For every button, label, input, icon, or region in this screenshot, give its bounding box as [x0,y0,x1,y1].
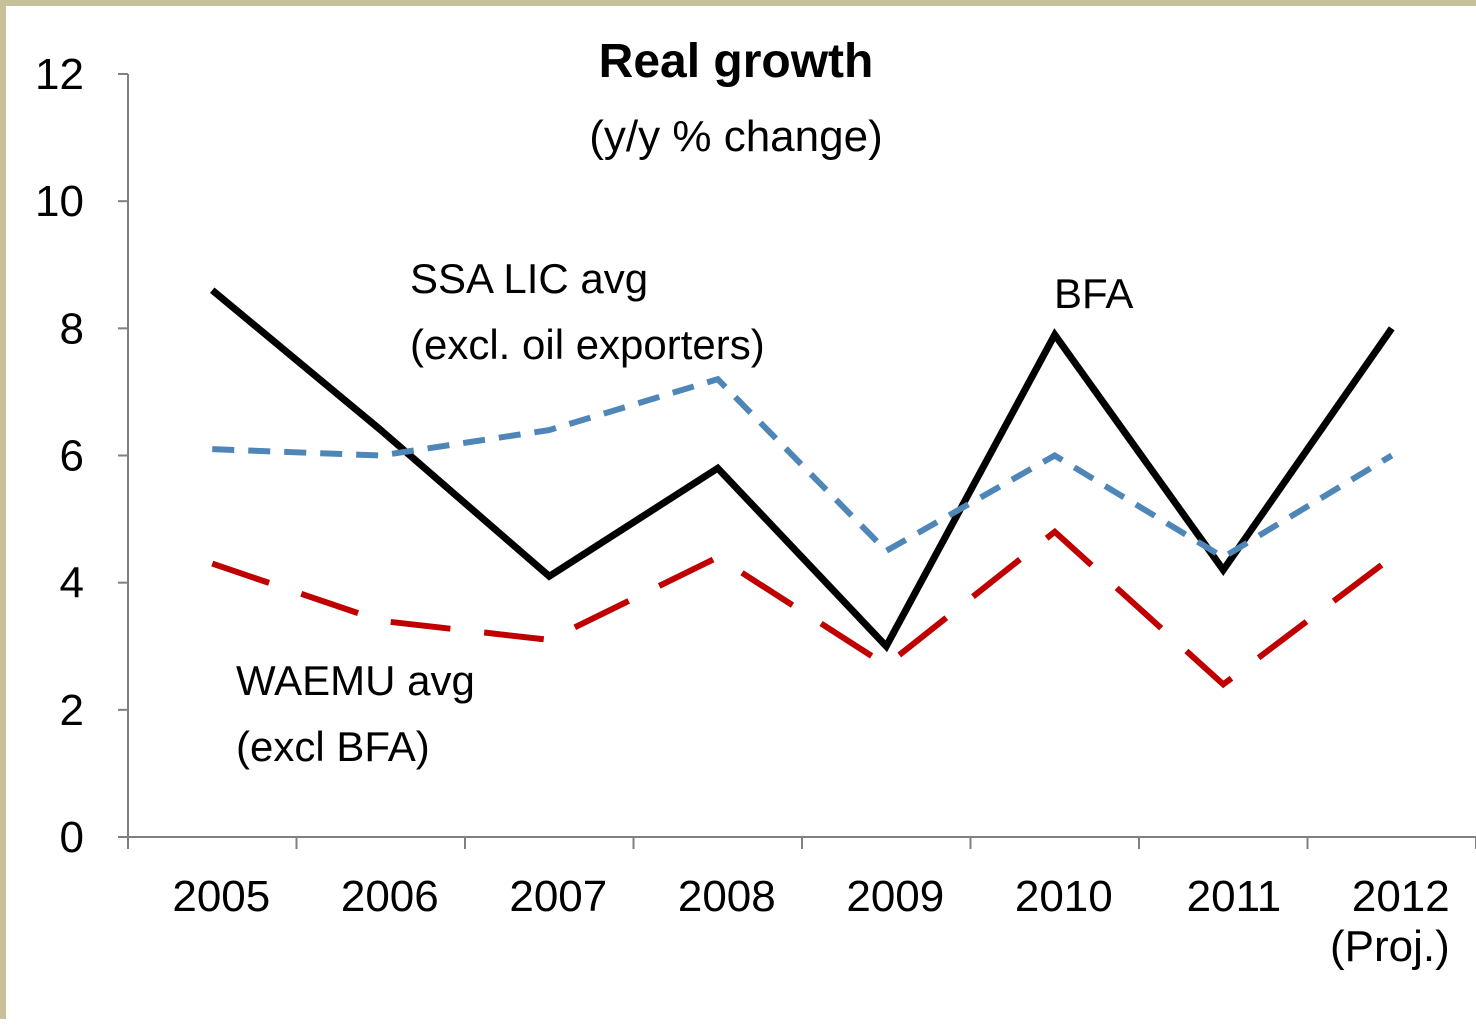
y-tick-label: 0 [60,813,84,862]
chart-title: Real growth [598,35,874,88]
y-tick-label: 2 [60,686,84,735]
x-tick-label: 2012 (Proj.) [1329,872,1450,971]
series-line [212,375,1394,561]
y-tick-label: 8 [60,304,84,353]
x-tick-label: 2010 [1014,872,1113,921]
y-tick-label: 10 [35,177,84,226]
series-line [211,527,1394,689]
series-line [210,287,1395,653]
y-tick-label: 4 [60,559,84,608]
x-tick-label: 2011 [1186,872,1282,921]
series-label: BFA [1054,270,1134,317]
chart-subtitle: (y/y % change) [589,112,883,161]
y-tick-label: 6 [60,432,84,481]
x-tick-label: 2008 [677,872,776,921]
x-tick-label: 2006 [340,872,439,921]
x-tick-label: 2009 [846,872,945,921]
plot: 0 2 4 6 8 10 12 [35,50,1476,862]
x-tick-label: 2007 [509,872,608,921]
series-label: SSA LIC avg (excl. oil exporters) [410,255,765,368]
series-label: WAEMU avg (excl BFA) [236,657,475,770]
x-tick-label: 2005 [172,872,271,921]
y-tick-label: 12 [35,50,84,99]
